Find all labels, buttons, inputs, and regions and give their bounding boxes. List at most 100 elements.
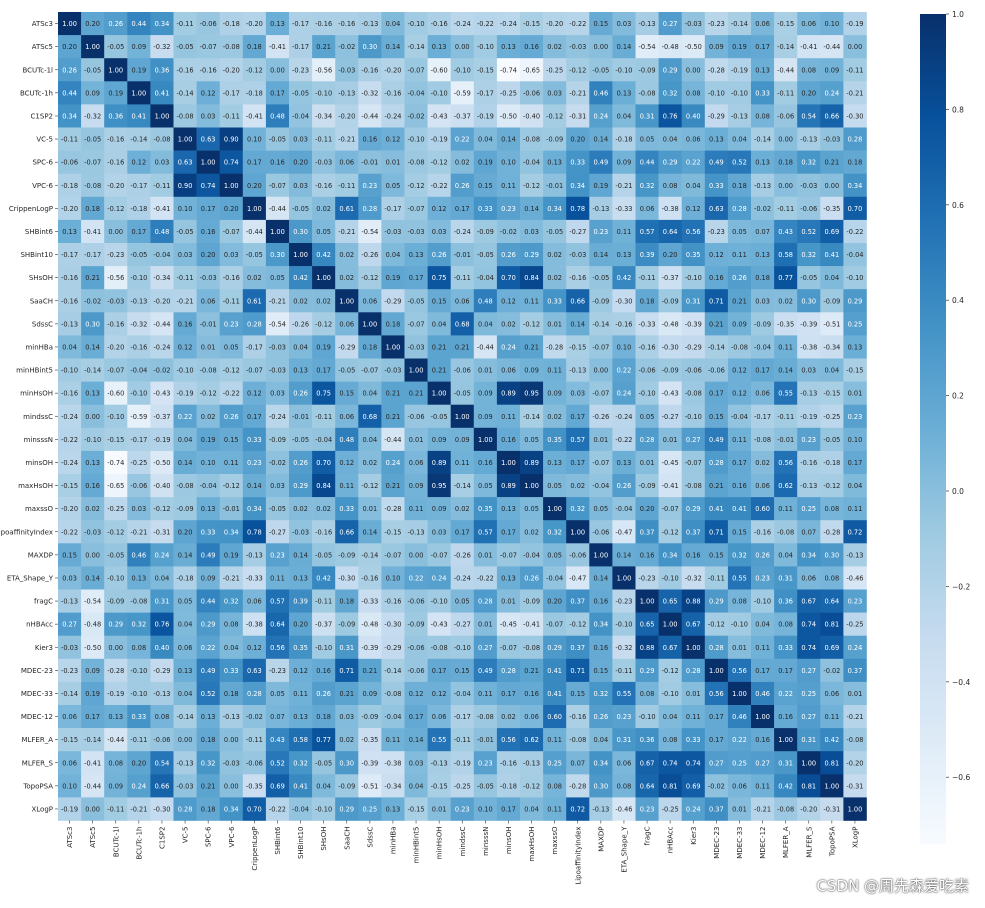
heatmap-cell bbox=[312, 681, 336, 706]
cell-value-label: 0.12 bbox=[132, 159, 147, 167]
heatmap-cell bbox=[381, 635, 405, 660]
cell-value-label: -0.07 bbox=[592, 343, 609, 351]
cell-value-label: 0.21 bbox=[386, 390, 401, 398]
cell-value-label: -0.16 bbox=[61, 390, 78, 398]
heatmap-cell bbox=[312, 243, 336, 267]
cell-value-label: 0.02 bbox=[501, 320, 516, 328]
heatmap-cell bbox=[704, 404, 729, 429]
heatmap-cell bbox=[496, 243, 521, 267]
cell-value-label: -0.03 bbox=[84, 528, 101, 536]
cell-value-label: -0.23 bbox=[708, 228, 725, 236]
heatmap-cell bbox=[450, 705, 475, 729]
heatmap-cell bbox=[681, 196, 706, 221]
heatmap-cell bbox=[335, 427, 359, 452]
heatmap-cell bbox=[797, 658, 821, 683]
heatmap-cell bbox=[312, 474, 336, 498]
cell-value-label: -0.11 bbox=[454, 274, 471, 282]
heatmap-cell bbox=[589, 751, 613, 775]
heatmap-cell bbox=[265, 658, 290, 683]
heatmap-cell bbox=[381, 705, 405, 729]
cell-value-label: 0.40 bbox=[686, 112, 701, 120]
cell-value-label: 0.13 bbox=[501, 574, 516, 582]
cell-value-label: 0.23 bbox=[247, 459, 262, 467]
heatmap-cell bbox=[450, 612, 475, 636]
heatmap-cell bbox=[612, 474, 636, 498]
cell-value-label: -0.25 bbox=[130, 459, 147, 467]
cell-value-label: 0.23 bbox=[363, 182, 378, 190]
heatmap-cell bbox=[58, 196, 82, 221]
cell-value-label: 0.66 bbox=[339, 528, 354, 536]
heatmap-cell bbox=[658, 658, 682, 683]
heatmap-cell bbox=[196, 12, 220, 36]
heatmap-cell bbox=[150, 543, 174, 567]
heatmap-cell bbox=[312, 289, 336, 313]
cell-value-label: -0.22 bbox=[61, 436, 78, 444]
heatmap-cell bbox=[104, 196, 128, 221]
cell-value-label: 0.17 bbox=[755, 367, 770, 375]
cell-value-label: 0.20 bbox=[640, 505, 655, 513]
cell-value-label: 0.69 bbox=[825, 228, 840, 236]
cell-value-label: -0.17 bbox=[754, 413, 771, 421]
heatmap-cell bbox=[58, 728, 82, 752]
heatmap-cell bbox=[496, 497, 521, 521]
heatmap-cell bbox=[265, 520, 290, 544]
x-tick-label: MLFER_A bbox=[782, 826, 790, 858]
cell-value-label: 0.17 bbox=[270, 89, 285, 97]
heatmap-cell bbox=[404, 681, 428, 706]
cell-value-label: -0.28 bbox=[823, 528, 840, 536]
cell-value-label: -0.20 bbox=[338, 112, 355, 120]
heatmap-cell bbox=[473, 728, 498, 752]
heatmap-cell bbox=[681, 289, 706, 313]
heatmap-cell bbox=[404, 450, 428, 475]
heatmap-cell bbox=[335, 104, 359, 128]
heatmap-cell bbox=[704, 81, 729, 105]
cell-value-label: 0.71 bbox=[709, 528, 724, 536]
heatmap-cell bbox=[820, 150, 844, 174]
heatmap-cell bbox=[81, 705, 105, 729]
heatmap-cell bbox=[58, 127, 82, 151]
heatmap-cell bbox=[450, 450, 475, 475]
cell-value-label: 0.34 bbox=[848, 182, 863, 190]
cell-value-label: 0.69 bbox=[270, 782, 285, 790]
cell-value-label: 0.21 bbox=[732, 297, 747, 305]
heatmap-cell bbox=[635, 589, 659, 613]
heatmap-cell bbox=[473, 335, 498, 359]
heatmap-cell bbox=[473, 196, 498, 221]
heatmap-cell bbox=[173, 705, 197, 729]
heatmap-cell bbox=[520, 612, 544, 636]
heatmap-cell bbox=[404, 127, 428, 151]
cell-value-label: 0.36 bbox=[155, 66, 170, 74]
cell-value-label: -0.30 bbox=[846, 112, 863, 120]
heatmap-cell bbox=[751, 404, 775, 429]
heatmap-cell bbox=[589, 728, 613, 752]
cell-value-label: 0.16 bbox=[201, 228, 216, 236]
heatmap-cell bbox=[843, 474, 867, 498]
heatmap-cell bbox=[173, 219, 197, 244]
heatmap-cell bbox=[635, 497, 659, 521]
heatmap-cell bbox=[150, 196, 174, 221]
cell-value-label: 0.48 bbox=[478, 297, 493, 305]
cell-value-label: 0.44 bbox=[62, 89, 77, 97]
cell-value-label: 1.00 bbox=[709, 667, 724, 675]
heatmap-cell bbox=[612, 681, 636, 706]
heatmap-cell bbox=[820, 358, 844, 382]
heatmap-cell bbox=[81, 35, 105, 59]
cell-value-label: 0.05 bbox=[547, 551, 562, 559]
cell-value-label: -0.30 bbox=[153, 805, 170, 813]
cell-value-label: -0.39 bbox=[361, 759, 378, 767]
cell-value-label: -0.16 bbox=[107, 159, 124, 167]
heatmap-cell bbox=[774, 612, 798, 636]
cell-value-label: -0.43 bbox=[662, 390, 679, 398]
cell-value-label: 0.52 bbox=[201, 690, 216, 698]
cell-value-label: -0.12 bbox=[569, 621, 586, 629]
cell-value-label: 0.26 bbox=[224, 413, 239, 421]
cell-value-label: -0.13 bbox=[800, 136, 817, 144]
cell-value-label: 0.13 bbox=[501, 43, 516, 51]
heatmap-cell bbox=[589, 520, 613, 544]
heatmap-cell bbox=[566, 450, 590, 475]
heatmap-cell bbox=[312, 35, 336, 59]
heatmap-cell bbox=[242, 635, 267, 660]
heatmap-cell bbox=[543, 150, 567, 174]
heatmap-cell bbox=[566, 589, 590, 613]
heatmap-cell bbox=[219, 797, 244, 821]
